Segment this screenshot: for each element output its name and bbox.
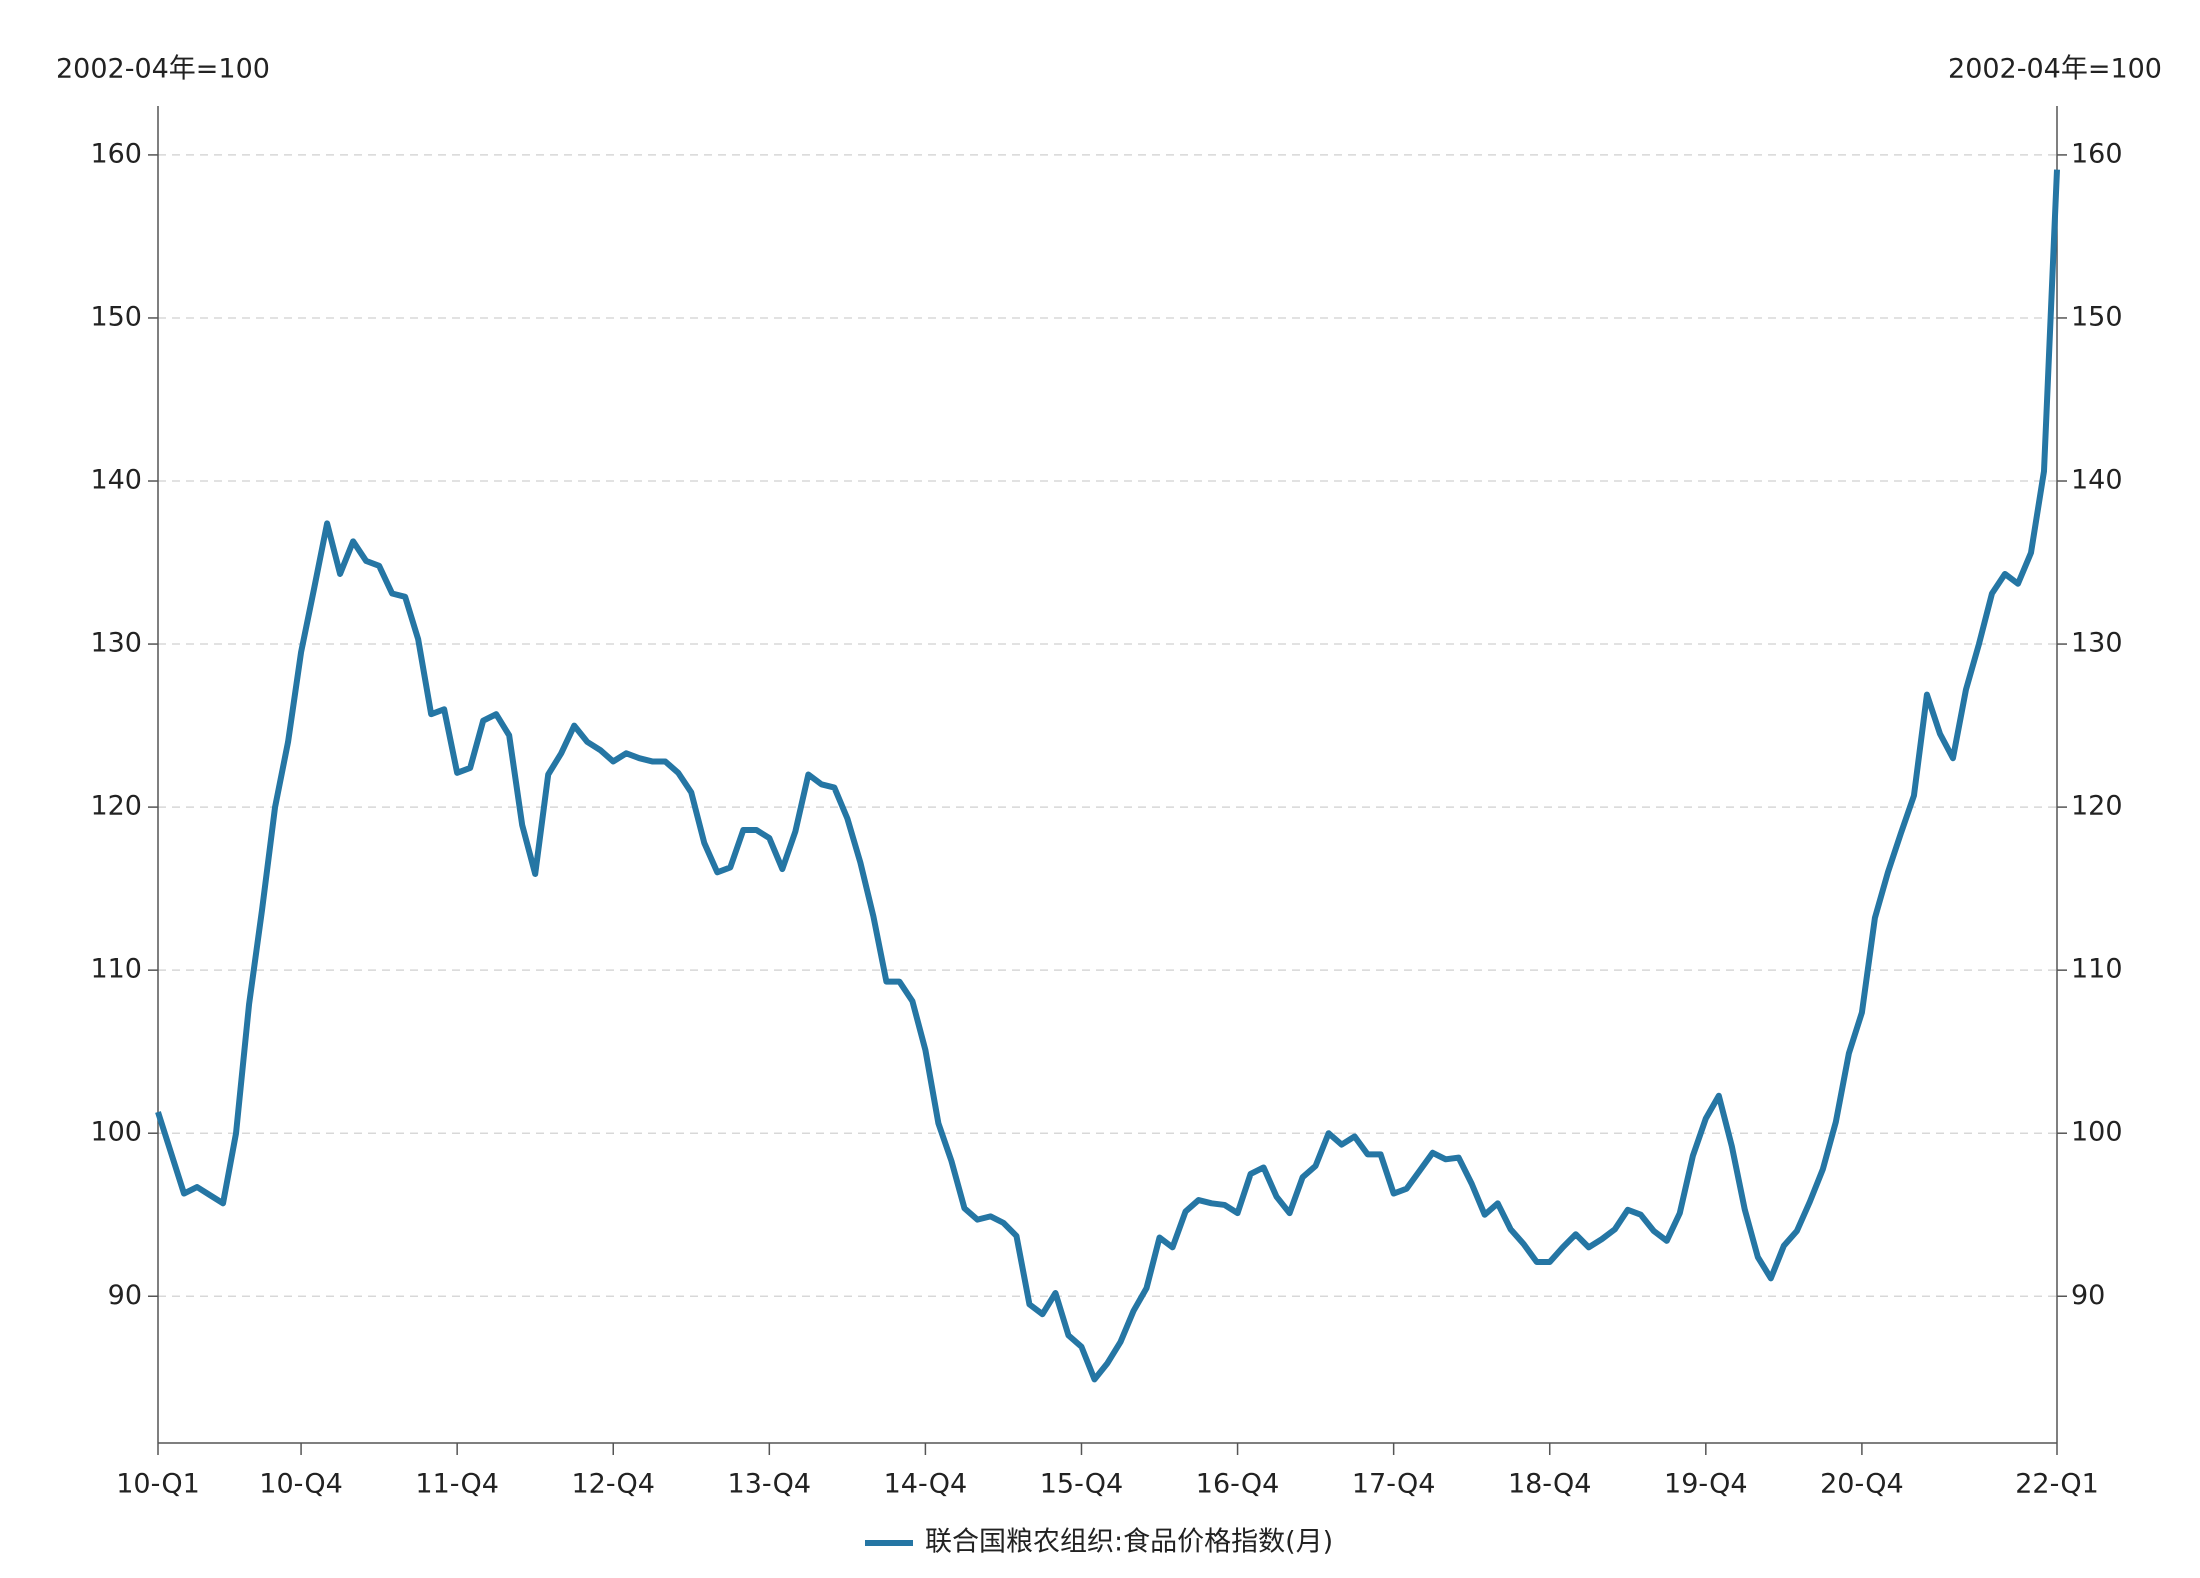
y2-tick-label: 100 [2071, 1117, 2123, 1148]
y-tick-label: 140 [90, 465, 142, 496]
x-tick-label: 12-Q4 [571, 1469, 655, 1500]
x-tick-label: 17-Q4 [1352, 1469, 1436, 1500]
y-tick-label: 100 [90, 1117, 142, 1148]
y-tick-label: 120 [90, 791, 142, 822]
y-tick-label: 150 [90, 301, 142, 332]
y2-tick-label: 110 [2071, 954, 2123, 985]
y2-tick-label: 90 [2071, 1280, 2105, 1311]
y2-axis-unit: 2002-04年=100 [1948, 54, 2162, 85]
y-tick-label: 130 [90, 628, 142, 659]
y2-tick-label: 150 [2071, 301, 2123, 332]
x-tick-label: 14-Q4 [884, 1469, 968, 1500]
x-tick-label: 18-Q4 [1508, 1469, 1592, 1500]
x-tick-label: 13-Q4 [728, 1469, 812, 1500]
y2-tick-label: 120 [2071, 791, 2123, 822]
x-tick-label: 10-Q1 [116, 1469, 200, 1500]
y-tick-label: 110 [90, 954, 142, 985]
y2-tick-label: 160 [2071, 138, 2123, 169]
x-tick-label: 16-Q4 [1196, 1469, 1280, 1500]
y2-tick-label: 140 [2071, 465, 2123, 496]
y-tick-label: 90 [108, 1280, 142, 1311]
x-tick-label: 10-Q4 [259, 1469, 343, 1500]
x-tick-label: 22-Q1 [2015, 1469, 2099, 1500]
x-tick-label: 11-Q4 [415, 1469, 499, 1500]
data-line [155, 169, 2060, 1383]
legend-label: 联合国粮农组织:食品价格指数(月) [925, 1527, 1333, 1558]
y2-tick-label: 130 [2071, 628, 2123, 659]
y-tick-label: 160 [90, 138, 142, 169]
x-tick-label: 20-Q4 [1820, 1469, 1904, 1500]
x-tick-label: 19-Q4 [1664, 1469, 1748, 1500]
y-axis-unit: 2002-04年=100 [56, 54, 270, 85]
x-tick-label: 15-Q4 [1040, 1469, 1124, 1500]
